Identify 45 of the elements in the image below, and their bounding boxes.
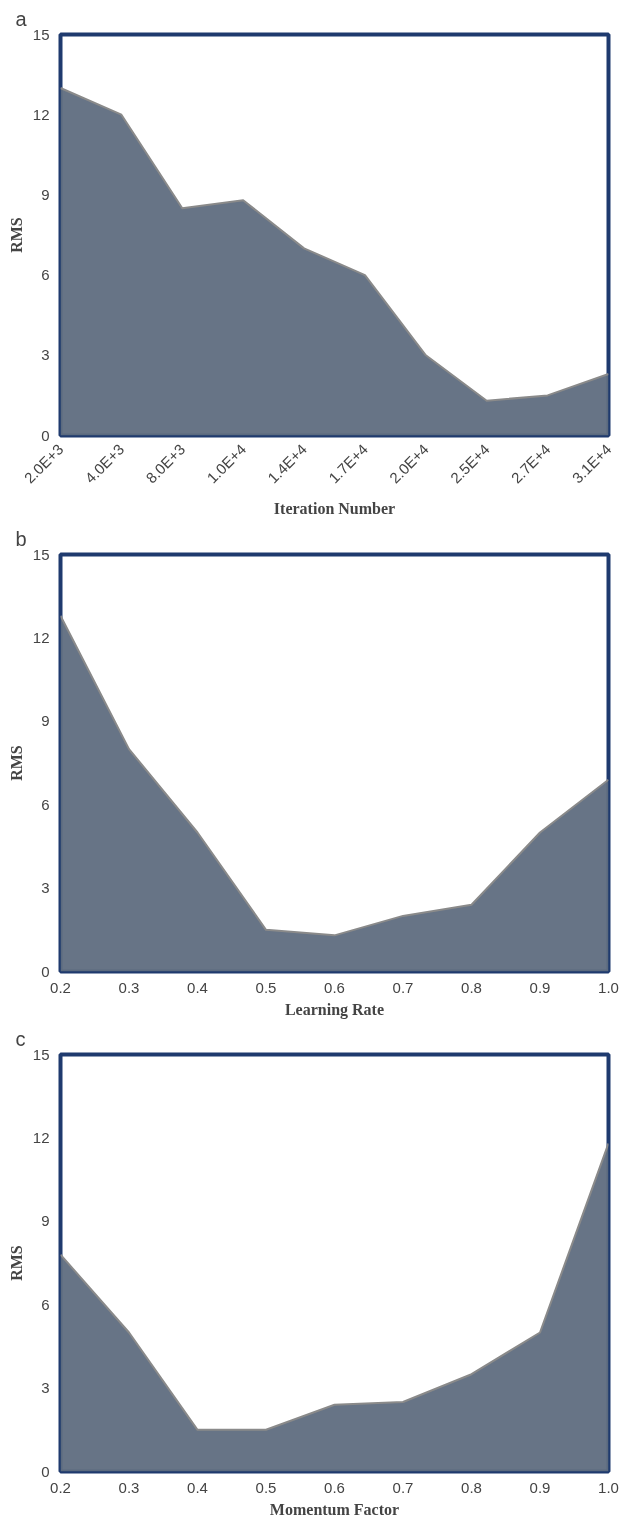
- x-tick-label: 1.0: [598, 978, 619, 996]
- x-tick-label: 1.0: [598, 1478, 619, 1496]
- x-tick-label: 0.5: [255, 1478, 277, 1496]
- chart-title: a: [15, 7, 28, 30]
- x-tick-label: 0.9: [529, 978, 551, 996]
- y-tick-label: 3: [41, 346, 50, 364]
- x-tick-label: 0.3: [118, 978, 140, 996]
- y-tick-label: 12: [32, 1128, 50, 1146]
- y-tick-label: 9: [41, 1212, 50, 1230]
- x-tick-label: 0.7: [392, 978, 414, 996]
- x-tick-label: 0.9: [529, 1478, 551, 1496]
- x-axis-title: Iteration Number: [273, 500, 396, 518]
- y-tick-label: 9: [41, 712, 50, 730]
- y-tick-label: 3: [41, 1379, 50, 1397]
- y-axis-title: RMS: [7, 745, 25, 781]
- x-tick-label: 0.6: [324, 1478, 345, 1496]
- x-tick-label: 0.2: [50, 1478, 71, 1496]
- y-tick-label: 6: [41, 795, 50, 813]
- y-tick-label: 0: [41, 1462, 50, 1480]
- x-tick-label: 0.3: [118, 1478, 140, 1496]
- x-tick-label: 0.4: [187, 1478, 208, 1496]
- x-tick-label: 0.7: [392, 1478, 414, 1496]
- y-tick-label: 0: [41, 962, 50, 980]
- y-axis-title: RMS: [7, 1245, 25, 1281]
- y-tick-label: 12: [32, 105, 50, 123]
- y-tick-label: 15: [32, 545, 50, 563]
- y-tick-label: 15: [32, 1045, 50, 1063]
- x-axis-title: Momentum Factor: [269, 1500, 400, 1518]
- x-tick-label: 0.4: [187, 978, 208, 996]
- chart-title: b: [15, 527, 27, 550]
- y-axis-title: RMS: [7, 217, 25, 253]
- y-tick-label: 9: [41, 185, 50, 203]
- x-tick-label: 0.2: [50, 978, 71, 996]
- y-tick-label: 12: [32, 628, 50, 646]
- y-tick-label: 15: [32, 25, 50, 43]
- y-tick-label: 0: [41, 426, 50, 444]
- x-tick-label: 0.8: [461, 1478, 482, 1496]
- x-axis-title: Learning Rate: [284, 1000, 385, 1019]
- chart-title: c: [15, 1027, 26, 1050]
- x-tick-label: 0.8: [461, 978, 482, 996]
- y-tick-label: 6: [41, 1295, 50, 1313]
- x-tick-label: 0.6: [324, 978, 345, 996]
- y-tick-label: 3: [41, 879, 50, 897]
- y-tick-label: 6: [41, 266, 50, 284]
- x-tick-label: 0.5: [255, 978, 277, 996]
